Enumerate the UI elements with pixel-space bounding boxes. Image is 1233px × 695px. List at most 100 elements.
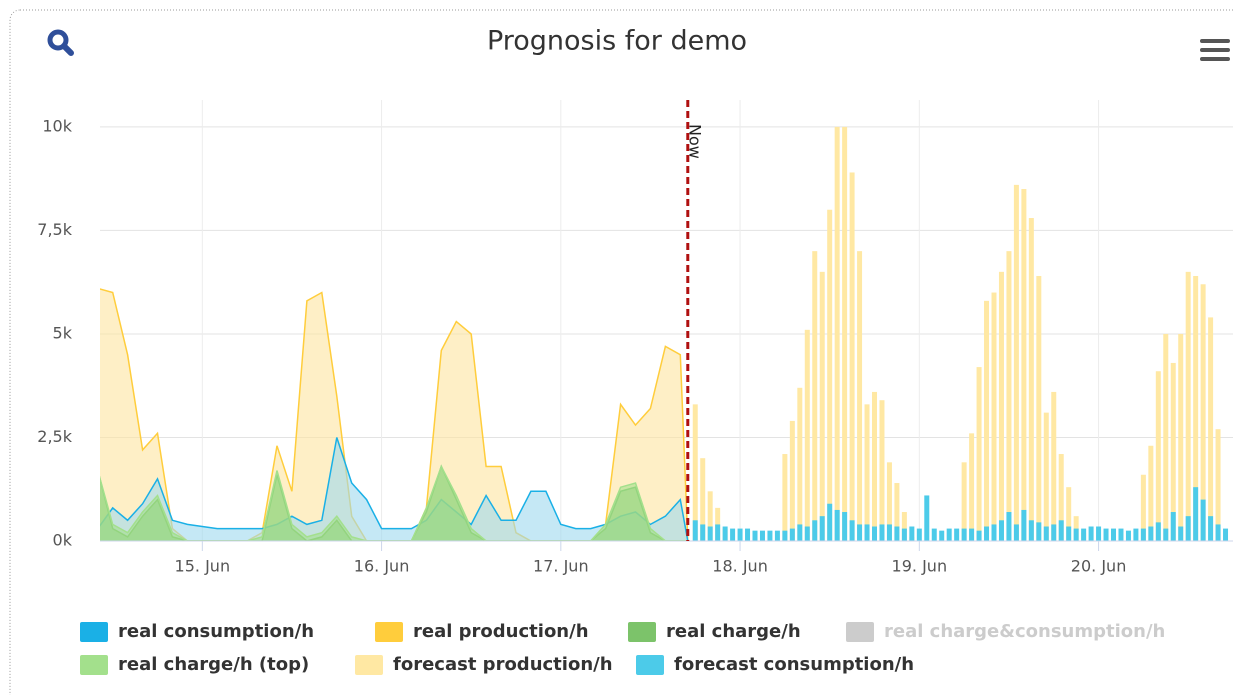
bar — [1215, 429, 1221, 541]
legend-label: forecast production/h — [393, 654, 613, 675]
bar — [864, 524, 870, 541]
bar — [707, 526, 713, 541]
legend-label: real charge/h (top) — [118, 654, 309, 675]
bar — [1043, 526, 1049, 541]
y-tick-label: 0k — [53, 531, 73, 550]
bar — [894, 483, 900, 541]
bar — [797, 387, 803, 541]
bar — [1066, 487, 1072, 541]
y-tick-label: 2,5k — [37, 427, 72, 446]
bar — [1006, 512, 1012, 541]
bar — [1170, 512, 1176, 541]
bar — [901, 512, 907, 541]
bar — [797, 524, 803, 541]
x-tick-label: 20. Jun — [1071, 557, 1127, 576]
bar — [1140, 474, 1146, 541]
bar — [1036, 275, 1042, 541]
chart-title: Prognosis for demo — [487, 26, 747, 57]
legend-label: real production/h — [413, 621, 589, 642]
legend-label: real consumption/h — [118, 621, 314, 642]
bar — [759, 530, 765, 541]
legend-swatch — [846, 622, 874, 642]
bar — [1223, 528, 1229, 541]
bar — [692, 404, 698, 541]
bar — [954, 528, 960, 541]
bar — [1148, 445, 1154, 541]
legend-item[interactable]: forecast production/h — [355, 654, 613, 675]
now-label: Now — [685, 124, 704, 159]
bar — [976, 530, 982, 541]
bar — [789, 420, 795, 541]
x-tick-label: 16. Jun — [354, 557, 410, 576]
area-line — [100, 464, 688, 541]
x-tick-label: 15. Jun — [175, 557, 231, 576]
bar — [1125, 530, 1131, 541]
bar — [849, 172, 855, 541]
bar — [789, 528, 795, 541]
bar — [774, 530, 780, 541]
bar — [707, 491, 713, 541]
bar — [819, 516, 825, 541]
legend-item[interactable]: real charge/h — [628, 621, 801, 642]
bar — [1208, 317, 1214, 541]
x-tick-label: 19. Jun — [892, 557, 948, 576]
bar — [1013, 184, 1019, 541]
bar — [1051, 391, 1057, 541]
legend-swatch — [628, 622, 656, 642]
bar — [804, 526, 810, 541]
bar — [1058, 520, 1064, 541]
plot-series — [100, 126, 1229, 541]
bar — [737, 528, 743, 541]
legend-item[interactable]: real production/h — [375, 621, 589, 642]
bar — [909, 526, 915, 541]
area-fill — [100, 437, 688, 541]
legend-swatch — [355, 655, 383, 675]
zoom-icon[interactable] — [47, 29, 74, 56]
bar — [827, 209, 833, 541]
bar — [1193, 487, 1199, 541]
legend-label: real charge/h — [666, 621, 801, 642]
legend-item[interactable]: real consumption/h — [80, 621, 314, 642]
bar — [916, 528, 922, 541]
bar — [991, 524, 997, 541]
bar — [976, 367, 982, 541]
legend-label: forecast consumption/h — [674, 654, 914, 675]
bar — [1096, 526, 1102, 541]
bar — [1133, 528, 1139, 541]
y-tick-label: 10k — [42, 116, 72, 135]
bar — [1163, 333, 1169, 541]
bar — [1200, 284, 1206, 541]
bar — [1178, 526, 1184, 541]
legend-swatch — [80, 622, 108, 642]
bar — [1155, 371, 1161, 541]
bar — [827, 503, 833, 541]
bar — [864, 404, 870, 541]
bar — [1148, 526, 1154, 541]
bar — [745, 528, 751, 541]
bar — [857, 524, 863, 541]
bar — [1028, 218, 1034, 541]
bar — [1021, 509, 1027, 541]
bar — [782, 454, 788, 541]
bar — [700, 458, 706, 541]
bar — [1021, 189, 1027, 541]
bar — [1058, 454, 1064, 541]
bar — [834, 126, 840, 541]
legend-label: real charge&consumption/h — [884, 621, 1165, 642]
bar — [1043, 412, 1049, 541]
menu-icon[interactable] — [1200, 39, 1230, 61]
bar — [969, 528, 975, 541]
bar — [1193, 275, 1199, 541]
legend-item[interactable]: real charge/h (top) — [80, 654, 309, 675]
bar — [782, 530, 788, 541]
legend-swatch — [80, 655, 108, 675]
bar — [939, 530, 945, 541]
bar — [812, 520, 818, 541]
legend-item[interactable]: forecast consumption/h — [636, 654, 914, 675]
bar — [1185, 516, 1191, 541]
bar — [872, 526, 878, 541]
legend-item[interactable]: real charge&consumption/h — [846, 621, 1165, 642]
bar — [1155, 522, 1161, 541]
bar — [1073, 528, 1079, 541]
bar — [1185, 271, 1191, 541]
